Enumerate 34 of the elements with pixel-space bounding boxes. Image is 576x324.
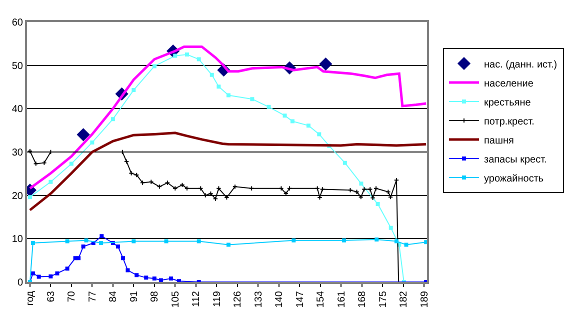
x-tick-label: 105 <box>170 290 182 308</box>
x-tick-label: 91 <box>128 290 140 302</box>
x-tick-label: 119 <box>212 290 223 307</box>
x-tick-label: 154 <box>316 290 327 308</box>
x-tick-label: 126 <box>232 290 244 308</box>
x-tick-label: 140 <box>274 290 286 308</box>
x-tick-label: год <box>25 290 36 306</box>
y-tick-label: 40 <box>12 104 24 116</box>
legend-label: потр.крест. <box>484 116 534 128</box>
x-tick-label: 112 <box>191 290 202 307</box>
y-tick-label: 10 <box>12 234 24 246</box>
y-tick-label: 60 <box>12 18 24 28</box>
legend-label: население <box>484 78 534 90</box>
x-tick-label: 182 <box>398 290 410 308</box>
legend-label: нас. (данн. ист.) <box>484 59 558 70</box>
x-tick-label: 84 <box>108 290 120 302</box>
x-tick-label: 70 <box>66 290 78 302</box>
x-tick-label: 98 <box>150 290 161 302</box>
y-tick-label: 20 <box>12 190 24 202</box>
legend-label: пашня <box>484 135 514 146</box>
legend-label: запасы крест. <box>484 154 547 166</box>
x-tick-label: 133 <box>253 290 264 308</box>
x-tick-label: 175 <box>378 290 389 308</box>
x-tick-label: 147 <box>294 290 306 308</box>
legend-label: урожайность <box>484 173 544 184</box>
y-tick-label: 50 <box>12 60 24 72</box>
x-tick-label: 161 <box>336 290 348 308</box>
x-tick-label: 189 <box>419 290 430 308</box>
y-tick-label: 30 <box>12 148 24 158</box>
legend-label: крестьяне <box>484 97 532 108</box>
y-tick-label: 0 <box>17 278 24 288</box>
x-tick-label: 168 <box>357 290 368 308</box>
x-tick-label: 63 <box>46 290 57 302</box>
x-tick-label: 77 <box>87 290 98 302</box>
